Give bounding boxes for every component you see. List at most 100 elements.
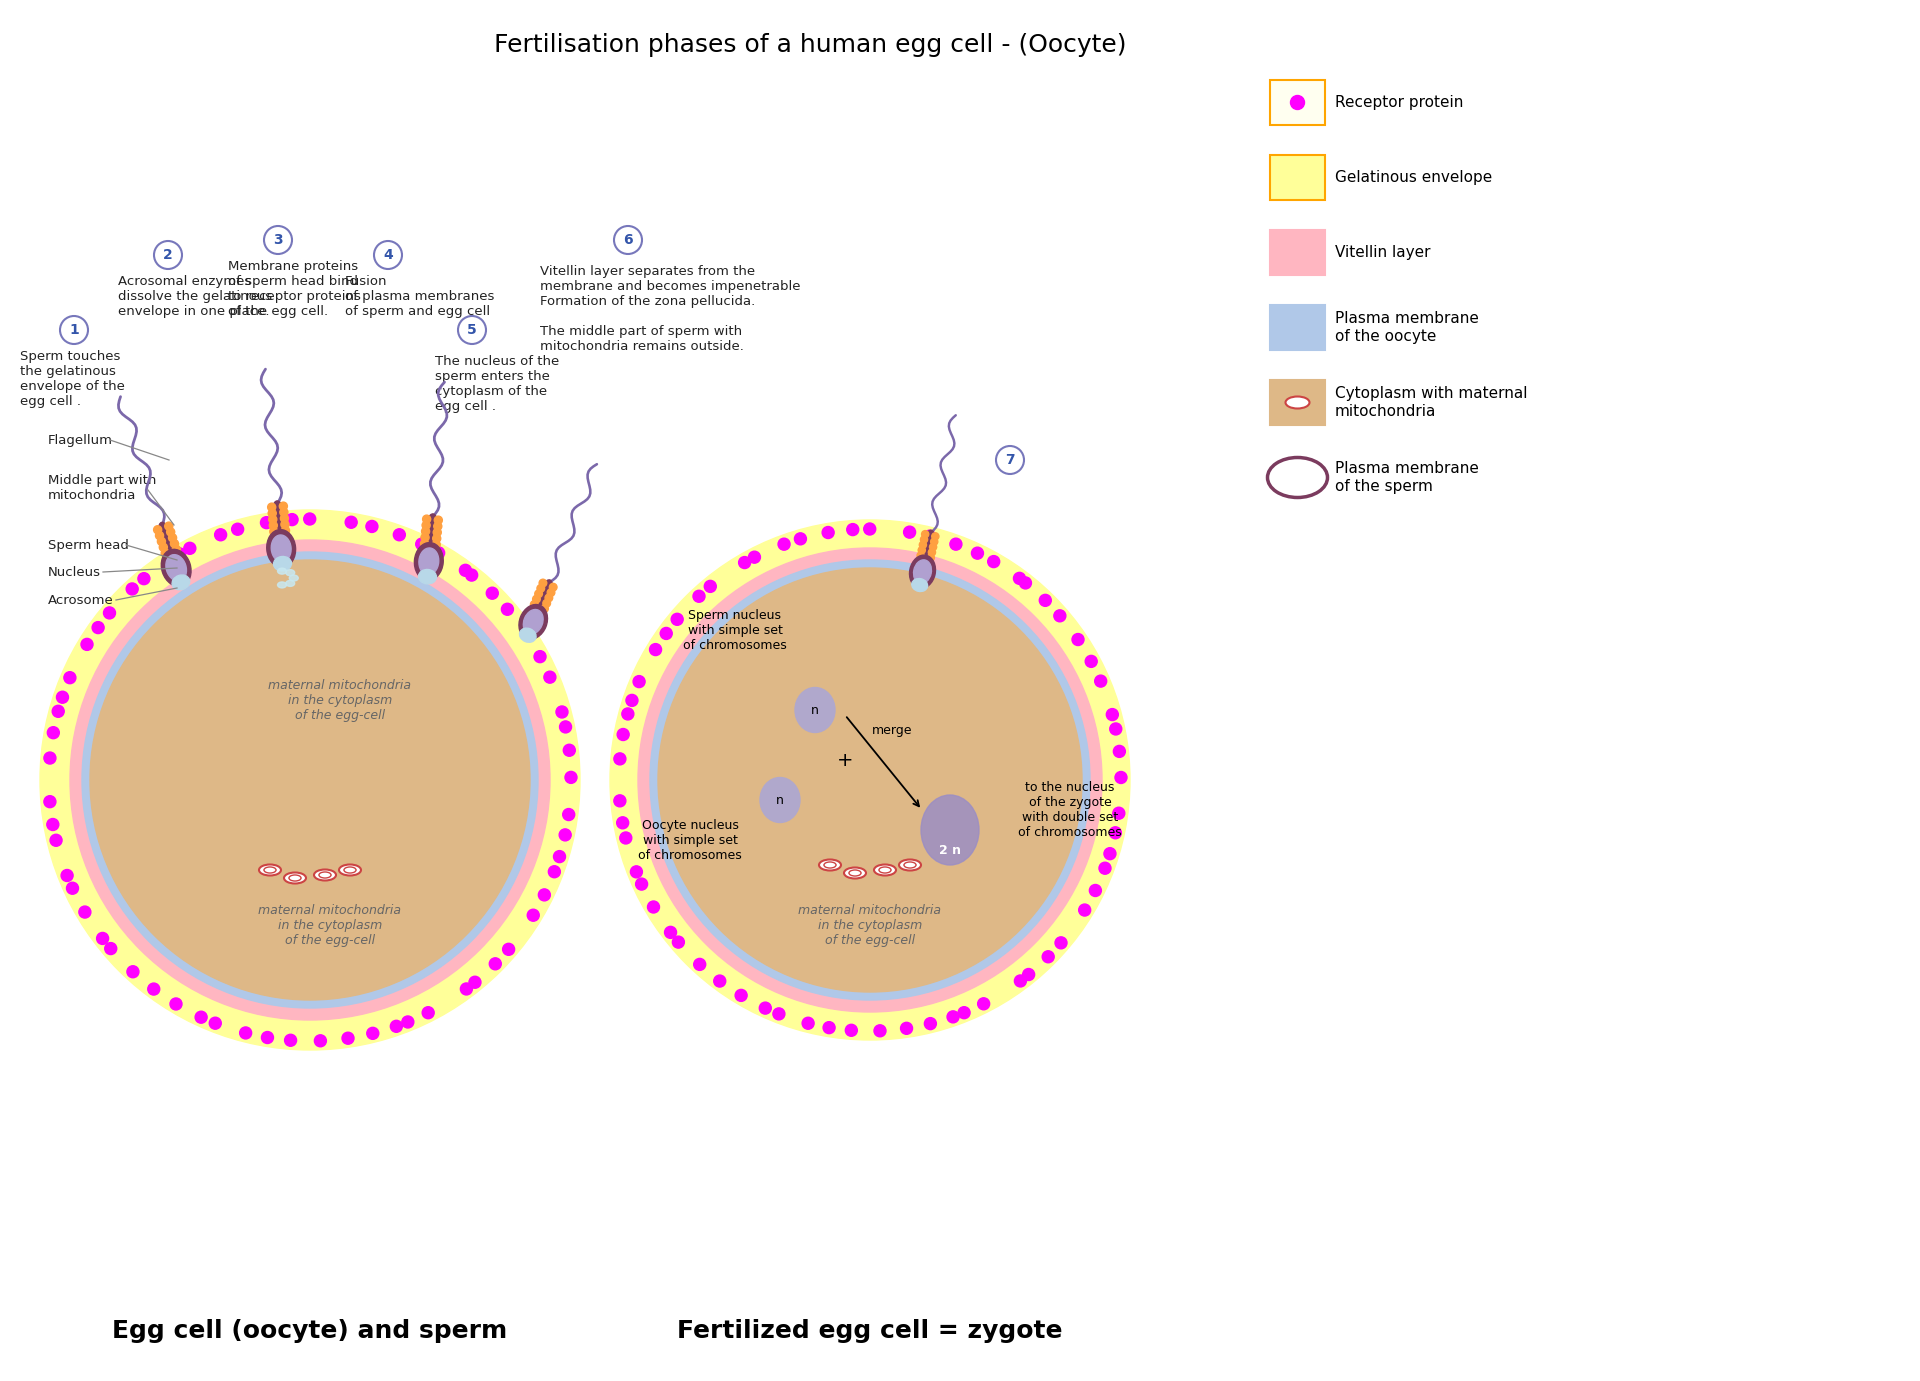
Circle shape (543, 599, 551, 608)
Circle shape (240, 1027, 252, 1039)
Ellipse shape (874, 865, 897, 876)
Circle shape (173, 545, 180, 554)
Circle shape (286, 514, 298, 526)
Circle shape (1071, 634, 1085, 645)
Circle shape (154, 526, 161, 534)
Circle shape (795, 533, 806, 545)
Ellipse shape (340, 865, 361, 876)
Circle shape (559, 829, 570, 841)
Circle shape (822, 526, 833, 539)
Ellipse shape (165, 555, 186, 581)
Ellipse shape (273, 557, 292, 570)
Circle shape (647, 900, 659, 913)
Ellipse shape (820, 859, 841, 870)
Circle shape (547, 588, 555, 597)
Circle shape (545, 594, 553, 602)
Circle shape (390, 1021, 403, 1033)
Circle shape (803, 1018, 814, 1029)
Ellipse shape (315, 870, 336, 881)
Circle shape (920, 536, 927, 543)
Text: Flagellum: Flagellum (48, 434, 113, 446)
Circle shape (46, 819, 60, 830)
Circle shape (434, 522, 442, 530)
Circle shape (920, 541, 927, 548)
Ellipse shape (419, 548, 440, 574)
Circle shape (282, 526, 290, 534)
Circle shape (1014, 975, 1027, 987)
Ellipse shape (415, 543, 444, 580)
Circle shape (161, 550, 169, 557)
Text: 2 n: 2 n (939, 844, 962, 856)
Circle shape (538, 584, 545, 592)
Circle shape (972, 547, 983, 559)
Circle shape (636, 878, 647, 891)
Circle shape (774, 1008, 785, 1021)
FancyBboxPatch shape (1269, 380, 1325, 425)
Circle shape (461, 983, 472, 994)
Circle shape (467, 569, 478, 581)
Text: Acrosomal enzymes
dissolve the gelatinous
envelope in one place.: Acrosomal enzymes dissolve the gelatinou… (117, 275, 273, 318)
Circle shape (503, 943, 515, 956)
Ellipse shape (760, 778, 801, 823)
Circle shape (540, 579, 547, 587)
Circle shape (269, 515, 276, 523)
Circle shape (271, 528, 278, 536)
Circle shape (950, 539, 962, 550)
Ellipse shape (286, 570, 294, 576)
Circle shape (664, 927, 676, 938)
FancyBboxPatch shape (1269, 155, 1325, 200)
Ellipse shape (611, 521, 1131, 1040)
Text: maternal mitochondria
in the cytoplasm
of the egg-cell: maternal mitochondria in the cytoplasm o… (799, 903, 941, 946)
Circle shape (96, 932, 109, 945)
Circle shape (432, 540, 440, 548)
Circle shape (278, 503, 288, 510)
FancyBboxPatch shape (1269, 231, 1325, 275)
Ellipse shape (910, 555, 935, 588)
Ellipse shape (69, 540, 549, 1021)
Circle shape (538, 889, 551, 900)
Circle shape (422, 521, 430, 529)
Text: Oocyte nucleus
with simple set
of chromosomes: Oocyte nucleus with simple set of chromo… (637, 819, 741, 862)
Text: 2: 2 (163, 249, 173, 262)
Ellipse shape (536, 580, 553, 612)
Circle shape (672, 936, 684, 949)
Circle shape (269, 522, 276, 529)
Circle shape (1054, 610, 1066, 621)
Circle shape (44, 753, 56, 764)
Circle shape (63, 671, 77, 684)
Circle shape (1094, 675, 1106, 688)
Circle shape (422, 528, 430, 536)
Circle shape (156, 532, 163, 540)
Circle shape (81, 638, 92, 650)
Circle shape (148, 983, 159, 996)
Circle shape (549, 866, 561, 878)
Text: 7: 7 (1006, 453, 1016, 467)
Circle shape (563, 808, 574, 820)
Text: maternal mitochondria
in the cytoplasm
of the egg-cell: maternal mitochondria in the cytoplasm o… (269, 678, 411, 721)
Circle shape (280, 521, 290, 529)
Circle shape (459, 565, 472, 576)
Text: Sperm touches
the gelatinous
envelope of the
egg cell .: Sperm touches the gelatinous envelope of… (19, 349, 125, 407)
Circle shape (167, 528, 175, 536)
Circle shape (563, 744, 576, 757)
Ellipse shape (278, 568, 286, 574)
Circle shape (1085, 656, 1096, 667)
Circle shape (749, 551, 760, 563)
Circle shape (614, 753, 626, 765)
Ellipse shape (914, 559, 931, 584)
Circle shape (616, 729, 630, 740)
Circle shape (422, 1007, 434, 1019)
Circle shape (432, 547, 445, 559)
Text: Acrosome: Acrosome (48, 594, 113, 606)
Circle shape (634, 675, 645, 688)
Circle shape (280, 514, 288, 522)
Circle shape (127, 583, 138, 595)
Circle shape (367, 1027, 378, 1040)
Text: Sperm nucleus
with simple set
of chromosomes: Sperm nucleus with simple set of chromos… (684, 609, 787, 652)
Circle shape (434, 516, 442, 525)
Circle shape (947, 1011, 958, 1023)
Text: 4: 4 (384, 249, 394, 262)
Circle shape (714, 975, 726, 987)
Circle shape (824, 1022, 835, 1033)
Ellipse shape (651, 561, 1091, 1000)
